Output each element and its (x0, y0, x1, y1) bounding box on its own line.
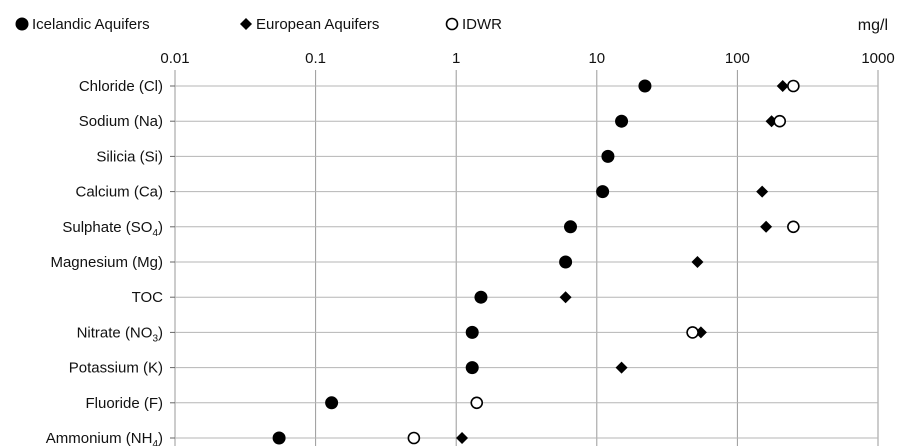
category-label: Magnesium (Mg) (50, 254, 163, 271)
category-labels: Chloride (Cl) Sodium (Na) Silicia (Si) Calc… (46, 78, 163, 446)
data-point (787, 79, 800, 93)
x-tick-label: 0.01 (160, 50, 189, 67)
x-tick-labels: 0.01 0.1 1 10 100 1000 (160, 50, 894, 67)
data-point (596, 185, 610, 199)
legend-entry: European Aquifers (240, 16, 379, 33)
data-point (615, 114, 629, 128)
legend-entry: Icelandic Aquifers (15, 16, 150, 33)
data-point (407, 431, 421, 445)
category-label: Calcium (Ca) (75, 184, 163, 201)
category-label: Chloride (Cl) (79, 78, 163, 95)
category-label: Potassium (K) (69, 360, 163, 377)
data-point (559, 291, 572, 304)
data-point (787, 220, 800, 234)
data-point (465, 361, 479, 375)
x-tick-label: 100 (725, 50, 750, 67)
data-point (760, 220, 773, 233)
legend-entry: IDWR (445, 16, 502, 33)
data-point (686, 326, 699, 339)
legend-label: European Aquifers (256, 16, 379, 33)
unit-label: mg/l (858, 17, 888, 34)
data-point (456, 432, 469, 444)
data-point (272, 431, 286, 445)
legend-marker (445, 17, 459, 31)
data-point (465, 325, 479, 339)
legend-label: IDWR (462, 16, 502, 33)
data-point (756, 185, 769, 198)
data-point (691, 256, 704, 268)
category-label: Nitrate (NO3) (77, 324, 163, 344)
category-label: TOC (132, 289, 164, 306)
category-label: Fluoride (F) (85, 395, 163, 412)
data-point (470, 396, 484, 410)
data-point (638, 79, 652, 93)
data-point (559, 255, 573, 269)
legend-label: Icelandic Aquifers (32, 16, 150, 33)
data-point (773, 114, 787, 128)
legend-marker (240, 18, 252, 30)
x-tick-label: 1000 (861, 50, 894, 67)
data-points (272, 79, 800, 445)
category-label: Sulphate (SO4) (62, 219, 163, 239)
x-tick-label: 0.1 (305, 50, 326, 67)
data-point (615, 361, 628, 374)
data-point (563, 220, 577, 234)
data-point (325, 396, 339, 410)
category-label: Ammonium (NH4) (46, 430, 163, 446)
legend: Icelandic Aquifers European Aquifers IDWR (15, 16, 502, 33)
x-tick-label: 1 (452, 50, 460, 67)
category-label: Sodium (Na) (79, 113, 163, 130)
data-point (474, 290, 488, 304)
legend-marker (15, 17, 29, 31)
category-label: Silicia (Si) (96, 148, 163, 165)
x-tick-label: 10 (588, 50, 605, 67)
data-point (601, 149, 615, 163)
data-point (776, 80, 789, 92)
